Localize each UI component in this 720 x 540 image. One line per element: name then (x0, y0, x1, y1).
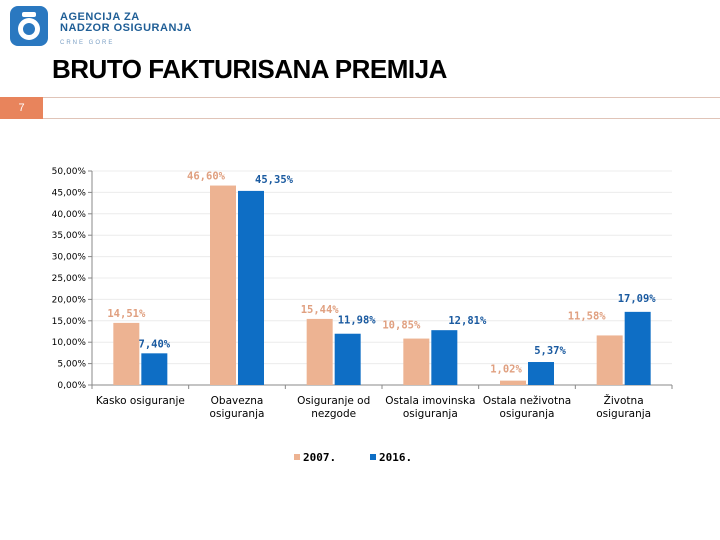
y-tick-label: 35,00% (52, 231, 87, 241)
data-label: 11,58% (568, 310, 607, 322)
x-category-label: Životna (604, 394, 644, 407)
y-tick-label: 5,00% (57, 360, 86, 370)
data-label: 45,35% (255, 174, 294, 186)
bar-2007 (113, 322, 140, 385)
legend-swatch-2016 (370, 454, 376, 460)
y-tick-label: 0,00% (57, 381, 86, 391)
bar-2007 (210, 185, 236, 385)
logo-line-2: NADZOR OSIGURANJA (60, 22, 192, 34)
bar-2007 (500, 380, 526, 385)
slide-title: BRUTO FAKTURISANA PREMIJA (52, 54, 447, 84)
data-label: 1,02% (490, 364, 522, 376)
x-category-label: Kasko osiguranje (96, 395, 185, 407)
y-tick-label: 40,00% (52, 210, 87, 220)
logo-line-1: AGENCIJA ZA (60, 11, 140, 23)
data-label: 17,09% (618, 293, 657, 305)
x-category-label: Ostala imovinska (385, 395, 475, 407)
y-tick-label: 25,00% (52, 274, 87, 284)
bar-2016 (528, 362, 554, 385)
data-label: 5,37% (534, 345, 566, 357)
y-tick-label: 20,00% (52, 295, 87, 305)
bar-2007 (306, 318, 333, 385)
y-tick-label: 15,00% (52, 317, 87, 327)
bar-2016 (431, 330, 458, 385)
logo-line-3: CRNE GORE (60, 40, 115, 46)
y-tick-label: 50,00% (52, 167, 87, 177)
x-category-label: osiguranja (500, 408, 555, 420)
data-label: 46,60% (187, 171, 226, 183)
y-tick-label: 10,00% (52, 338, 87, 348)
legend-swatch-2007 (294, 454, 300, 460)
data-label: 10,85% (382, 320, 421, 332)
bar-2007 (403, 338, 430, 385)
legend-label: 2016. (379, 451, 412, 464)
bar-2016 (334, 333, 361, 385)
x-category-label: osiguranja (596, 408, 651, 420)
data-label: 7,40% (139, 338, 171, 350)
bar-2007 (596, 335, 623, 385)
bar-2016 (141, 353, 168, 385)
agency-logo: AGENCIJA ZA NADZOR OSIGURANJA CRNE GORE (8, 4, 208, 48)
data-label: 11,98% (338, 315, 377, 327)
x-category-label: Obavezna (211, 395, 264, 407)
data-label: 15,44% (301, 304, 340, 316)
x-category-label: nezgode (311, 408, 356, 420)
x-category-label: Ostala neživotna (483, 395, 571, 407)
bar-2016 (238, 190, 264, 385)
title-divider (43, 97, 720, 119)
y-tick-label: 30,00% (52, 253, 87, 263)
bar-2016 (624, 311, 651, 385)
slide-number: 7 (0, 97, 43, 119)
logo-emblem-icon (10, 6, 48, 46)
x-category-label: osiguranja (210, 408, 265, 420)
legend-label: 2007. (303, 451, 336, 464)
x-category-label: osiguranja (403, 408, 458, 420)
y-tick-label: 45,00% (52, 188, 87, 198)
data-label: 14,51% (107, 308, 146, 320)
x-category-label: Osiguranje od (297, 395, 370, 407)
data-label: 12,81% (448, 315, 487, 327)
